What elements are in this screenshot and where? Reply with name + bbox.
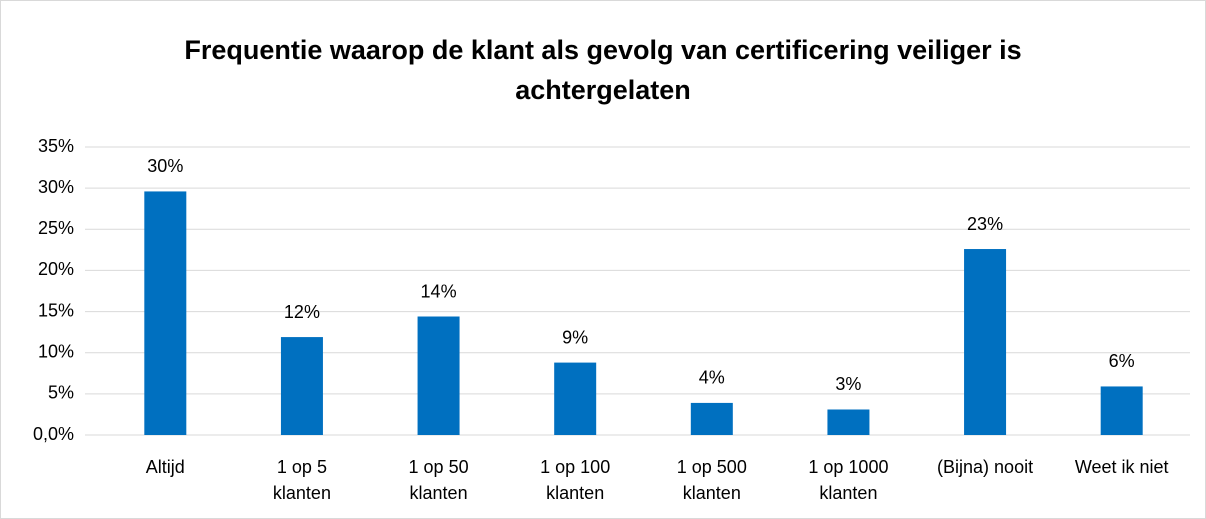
bar [554, 362, 597, 435]
bar [417, 316, 460, 435]
bar [280, 337, 323, 435]
x-tick-label: 1 op 1000 klanten [808, 457, 889, 503]
y-tick-label: 35% [38, 136, 74, 156]
bar [964, 249, 1007, 435]
chart-title: Frequentie waarop de klant als gevolg va… [184, 35, 1022, 105]
y-tick-label: 25% [38, 218, 74, 238]
y-tick-label: 20% [38, 259, 74, 279]
x-tick-label: Weet ik niet [1074, 457, 1169, 477]
y-tick-label: 5% [48, 383, 74, 403]
bar [827, 409, 870, 435]
data-label: 6% [1109, 351, 1135, 371]
x-tick-label: 1 op 50 klanten [408, 457, 469, 503]
data-label: 23% [967, 214, 1003, 234]
data-label: 30% [147, 156, 183, 176]
bar [690, 402, 733, 435]
x-tick-label: 1 op 5 klanten [272, 457, 331, 503]
bar [1100, 386, 1143, 435]
y-tick-label: 15% [38, 300, 74, 320]
data-label: 3% [835, 374, 861, 394]
x-tick-label: (Bijna) nooit [937, 457, 1034, 477]
data-label: 4% [699, 368, 725, 388]
data-label: 12% [284, 302, 320, 322]
y-tick-label: 10% [38, 341, 74, 361]
y-tick-label: 0,0% [33, 424, 74, 444]
data-label: 9% [562, 327, 588, 347]
data-label: 14% [421, 281, 457, 301]
x-tick-label: 1 op 500 klanten [676, 457, 747, 503]
x-tick-label: Altijd [145, 457, 185, 477]
bar [144, 191, 187, 435]
x-tick-label: 1 op 100 klanten [540, 457, 611, 503]
y-tick-label: 30% [38, 177, 74, 197]
